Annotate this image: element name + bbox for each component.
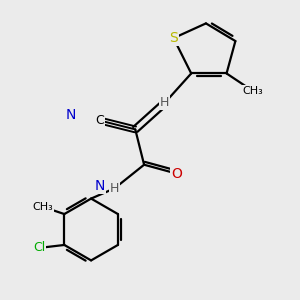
Text: S: S <box>169 31 178 45</box>
Text: C: C <box>96 114 104 127</box>
Text: H: H <box>160 96 169 110</box>
Text: N: N <box>95 179 105 193</box>
Text: O: O <box>171 167 182 181</box>
Text: H: H <box>110 182 119 195</box>
Text: CH₃: CH₃ <box>243 86 263 96</box>
Text: N: N <box>65 108 76 122</box>
Text: Cl: Cl <box>33 242 45 254</box>
Text: CH₃: CH₃ <box>32 202 52 212</box>
